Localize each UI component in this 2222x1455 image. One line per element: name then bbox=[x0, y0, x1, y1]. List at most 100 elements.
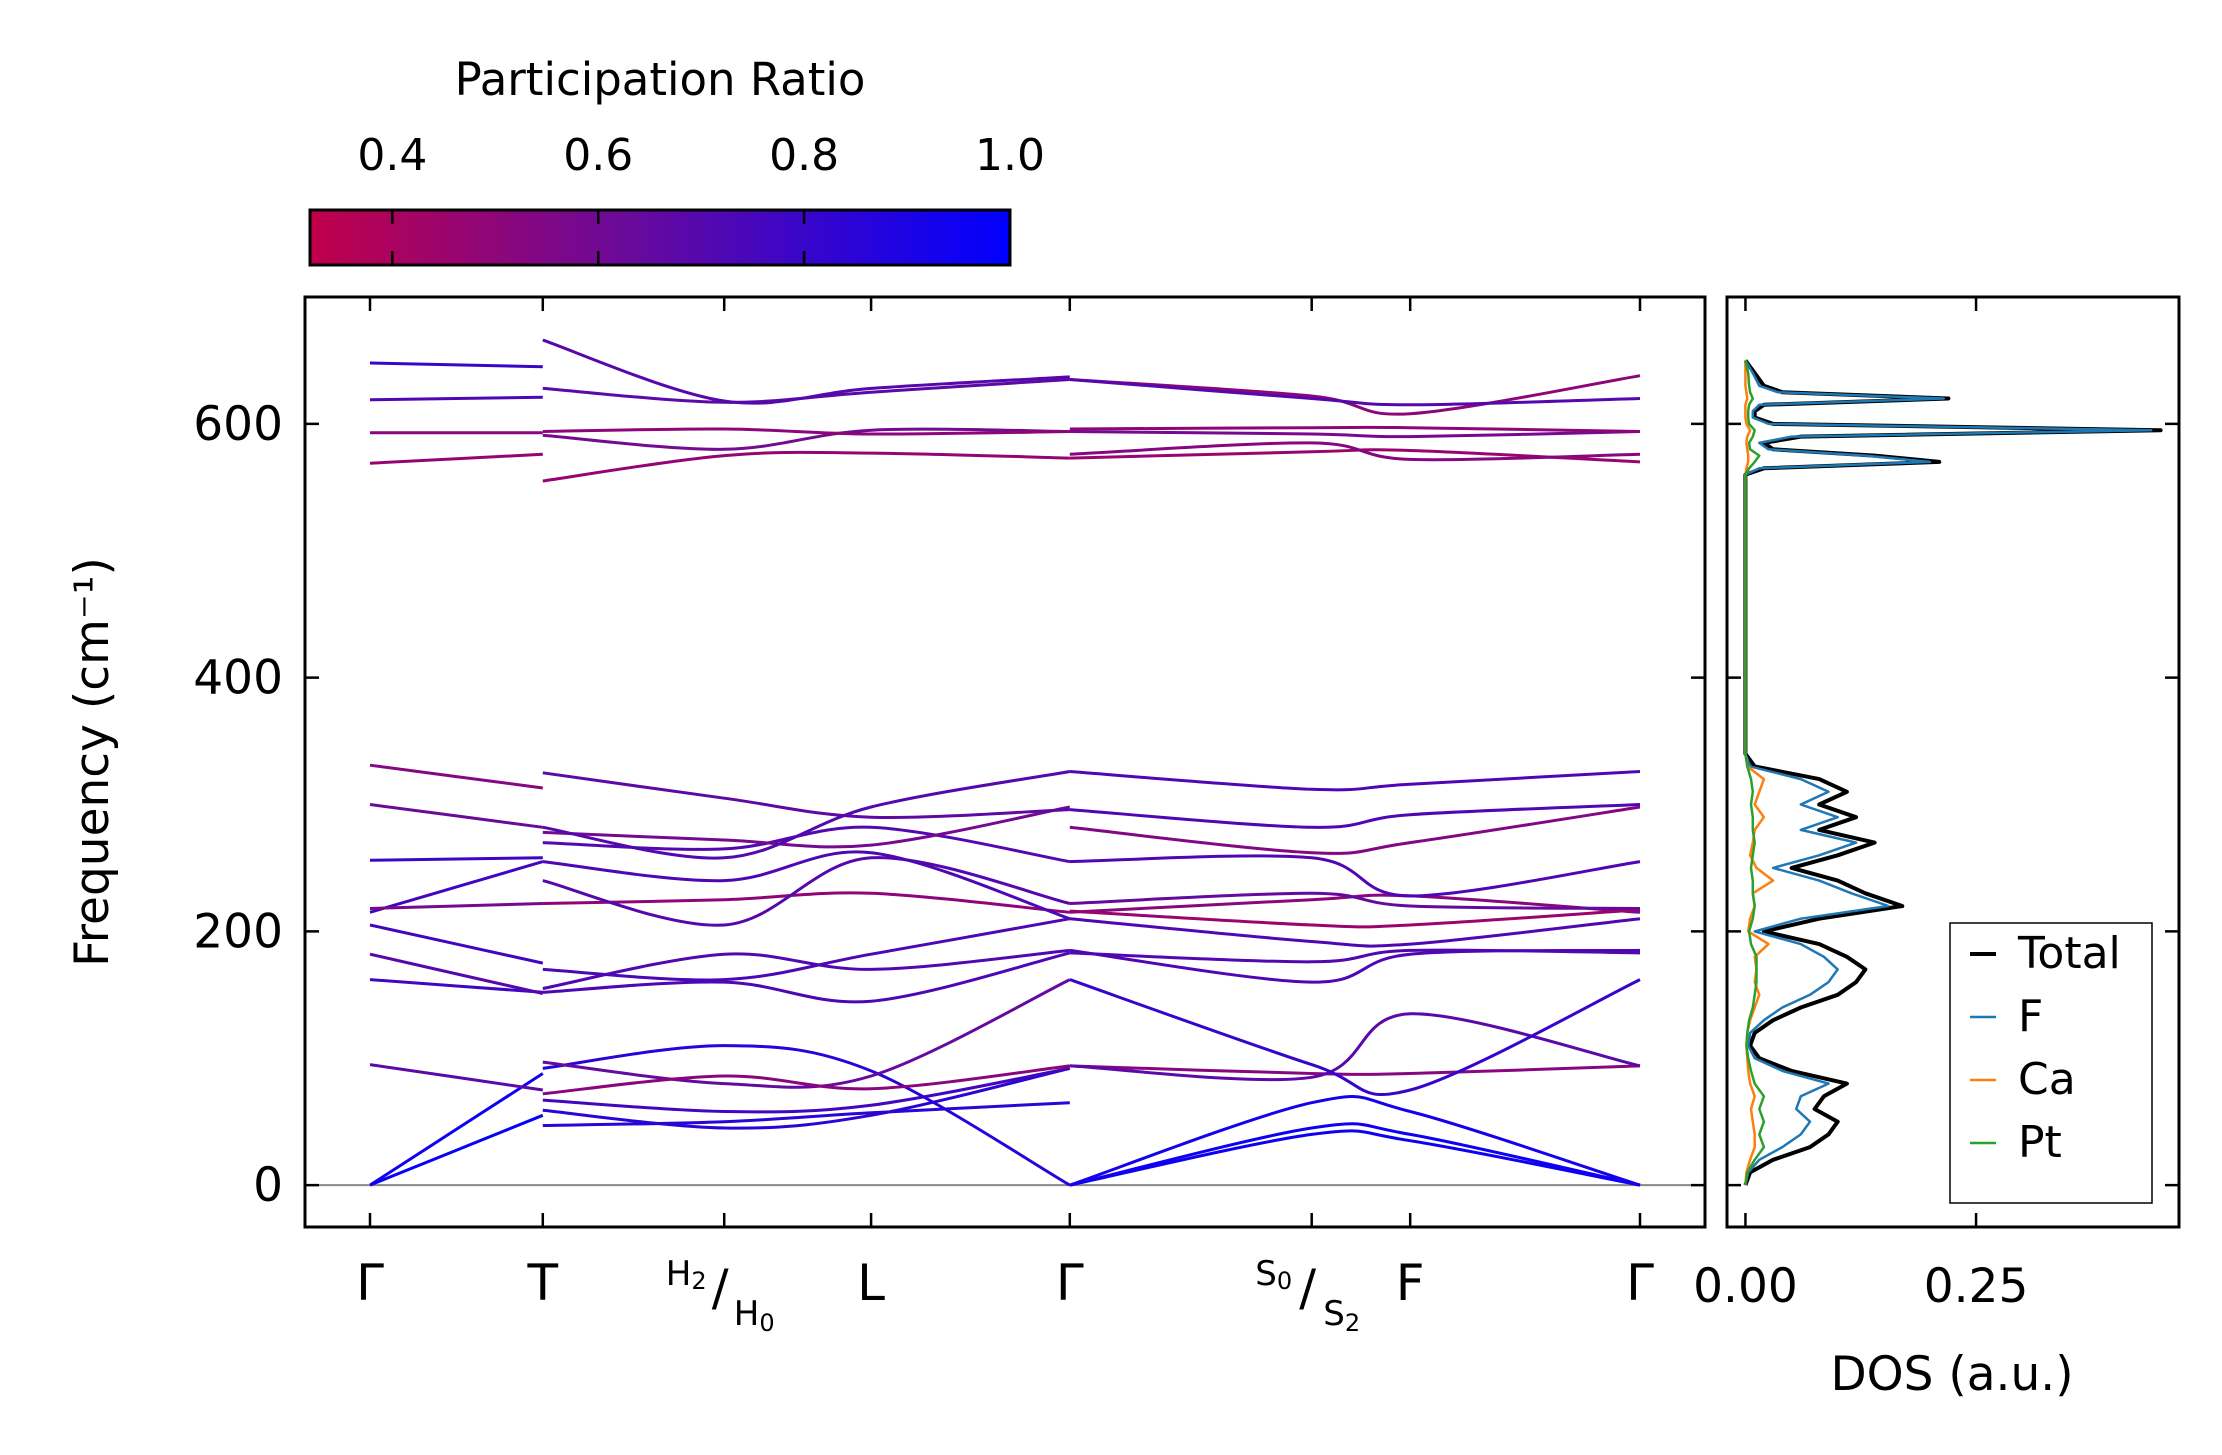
phonon-band bbox=[369, 902, 543, 910]
phonon-band bbox=[1069, 1064, 1641, 1076]
k-point-label-numerator: H2 bbox=[666, 1254, 707, 1295]
phonon-band bbox=[542, 427, 1070, 451]
phonon-band bbox=[1069, 441, 1641, 462]
phonon-band bbox=[542, 917, 1071, 982]
dos-x-tick-label: 0.00 bbox=[1693, 1259, 1798, 1314]
colorbar-gradient bbox=[308, 208, 1012, 267]
k-point-label-numerator: S0 bbox=[1255, 1254, 1292, 1295]
phonon-band bbox=[1069, 425, 1641, 433]
phonon-band bbox=[369, 952, 544, 995]
dos-series-ca bbox=[1744, 360, 1775, 1186]
phonon-band bbox=[542, 1101, 1070, 1127]
phonon-band bbox=[369, 1113, 544, 1187]
dos-axis-ticks: 0.00 0.25 bbox=[1693, 297, 2179, 1314]
phonon-band bbox=[1069, 891, 1641, 910]
phonon-band bbox=[1069, 805, 1641, 855]
y-axis-ticks: 0 200 400 600 bbox=[193, 397, 1705, 1213]
colorbar-ticks: 0.4 0.6 0.8 1.0 bbox=[357, 130, 1045, 265]
phonon-band bbox=[542, 891, 1070, 914]
phonon-band bbox=[369, 1063, 544, 1092]
colorbar-tick-label: 1.0 bbox=[975, 130, 1045, 181]
k-point-label-denominator-sub: 2 bbox=[1345, 1309, 1360, 1337]
phonon-band bbox=[369, 978, 543, 994]
k-point-label-denominator: H0 bbox=[734, 1294, 775, 1337]
phonon-band bbox=[1069, 893, 1641, 914]
colorbar-tick-label: 0.6 bbox=[563, 130, 633, 181]
k-point-label: S0/S2 bbox=[1255, 1254, 1360, 1337]
colorbar-tick-label: 0.8 bbox=[769, 130, 839, 181]
dos-x-tick-label: 0.25 bbox=[1924, 1259, 2029, 1314]
phonon-band bbox=[369, 1072, 544, 1187]
phonon-band bbox=[542, 805, 1071, 849]
phonon-band bbox=[542, 1066, 1071, 1130]
phonon-band bbox=[542, 951, 1071, 1004]
phonon-band bbox=[1069, 1012, 1641, 1082]
phonon-band bbox=[1069, 948, 1641, 984]
k-point-label: Γ bbox=[356, 1254, 384, 1312]
legend-label-ca: Ca bbox=[2018, 1054, 2076, 1105]
phonon-band bbox=[542, 1064, 1070, 1096]
colorbar-tick-label: 0.4 bbox=[357, 130, 427, 181]
dos-series-f bbox=[1744, 359, 2153, 1186]
legend-label-f: F bbox=[2018, 991, 2043, 1042]
dos-curves bbox=[1743, 359, 2163, 1186]
phonon-band bbox=[369, 395, 543, 402]
phonon-band bbox=[542, 450, 1070, 483]
k-point-label-denominator-sub: 0 bbox=[759, 1309, 774, 1337]
phonon-band bbox=[1069, 430, 1641, 439]
k-point-label-slash: / bbox=[1299, 1259, 1316, 1317]
phonon-band bbox=[1069, 770, 1641, 792]
y-tick-label: 200 bbox=[193, 904, 283, 959]
dos-series-pt bbox=[1744, 360, 1766, 1186]
legend-label-pt: Pt bbox=[2018, 1117, 2062, 1168]
phonon-band bbox=[542, 338, 1070, 405]
band-panel-frame bbox=[303, 295, 1707, 1229]
phonon-band bbox=[369, 923, 544, 965]
phonon-bands bbox=[369, 338, 1641, 1187]
phonon-band bbox=[542, 978, 1071, 1089]
phonon-band bbox=[542, 856, 1071, 927]
phonon-band bbox=[369, 452, 543, 465]
phonon-band bbox=[542, 948, 1070, 990]
legend-label-total: Total bbox=[2017, 928, 2121, 979]
phonon-band bbox=[542, 850, 1071, 921]
y-tick-label: 600 bbox=[193, 397, 283, 452]
phonon-band bbox=[1069, 908, 1641, 929]
legend-frame bbox=[1949, 922, 2153, 1204]
k-point-label: T bbox=[527, 1254, 559, 1312]
phonon-band bbox=[1069, 378, 1641, 407]
phonon-band bbox=[1069, 978, 1641, 1097]
dos-panel-frame bbox=[1725, 295, 2181, 1229]
colorbar: Participation Ratio 0.4 0.6 0.8 1.0 bbox=[308, 53, 1045, 267]
k-point-label-slash: / bbox=[712, 1259, 729, 1317]
y-axis-label: Frequency (cm⁻¹) bbox=[65, 557, 120, 967]
phonon-band bbox=[542, 771, 1070, 819]
dos-panel: 0.00 0.25 DOS (a.u.) Total F Ca Pt bbox=[1693, 295, 2181, 1402]
phonon-band bbox=[1069, 1094, 1641, 1187]
k-point-label-numerator-sub: 0 bbox=[1277, 1267, 1292, 1295]
phonon-band bbox=[542, 1066, 1071, 1114]
k-point-label-denominator: S2 bbox=[1323, 1294, 1360, 1337]
k-point-label: F bbox=[1396, 1254, 1425, 1312]
phonon-band bbox=[369, 803, 543, 829]
phonon-band bbox=[1069, 803, 1641, 829]
phonon-band bbox=[1069, 374, 1641, 416]
phonon-band bbox=[369, 856, 543, 862]
k-point-label: Γ bbox=[1626, 1254, 1654, 1312]
k-point-label: L bbox=[857, 1254, 885, 1312]
k-point-label: H2/H0 bbox=[666, 1254, 775, 1337]
phonon-band bbox=[1069, 1129, 1641, 1187]
phonon-band bbox=[542, 427, 1070, 436]
k-point-label-numerator-sub: 2 bbox=[691, 1267, 706, 1295]
y-tick-label: 0 bbox=[253, 1158, 283, 1213]
k-point-label: Γ bbox=[1056, 1254, 1084, 1312]
phonon-band bbox=[369, 763, 543, 790]
dos-x-axis-label: DOS (a.u.) bbox=[1830, 1347, 2073, 1402]
colorbar-label: Participation Ratio bbox=[455, 53, 866, 106]
phonon-band bbox=[542, 1044, 1071, 1187]
phonon-band bbox=[542, 770, 1071, 860]
phonon-band bbox=[1069, 854, 1641, 898]
y-tick-label: 400 bbox=[193, 651, 283, 706]
